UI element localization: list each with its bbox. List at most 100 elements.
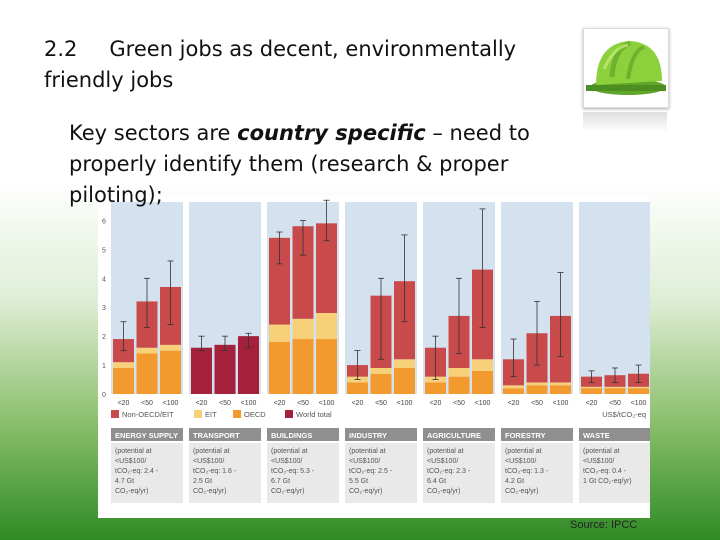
bar-segment-eit: [394, 359, 415, 368]
sector-name: INDUSTRY: [349, 431, 387, 440]
bar-segment-oecd: [472, 370, 493, 394]
sector-potential-text: 6.7 Gt: [271, 478, 290, 485]
bar-segment-oecd: [581, 388, 602, 394]
bar-segment-eit: [269, 324, 290, 342]
sector-potential-text: CO₂-eq/yr): [271, 488, 304, 495]
bar-segment-oecd: [503, 388, 524, 394]
x-tick-label: <100: [241, 400, 257, 407]
sector-potential-text: CO₂-eq/yr): [349, 488, 382, 495]
bullet-pre: Key sectors are: [69, 121, 238, 145]
unit-label: US$/tCO₂-eq: [602, 410, 646, 419]
sector-potential-text: (potential at: [271, 448, 308, 455]
bar-segment-oecd: [448, 376, 470, 394]
sector-column: [579, 202, 651, 394]
sector-name: ENERGY SUPPLY: [115, 431, 178, 440]
x-tick-label: <100: [397, 400, 413, 407]
sector-potential-text: 4.7 Gt: [115, 478, 134, 485]
bar-segment-oecd: [604, 388, 626, 394]
legend-label: World total: [296, 410, 332, 419]
bar-segment-eit: [526, 382, 548, 386]
bar-segment-oecd: [550, 385, 571, 394]
legend-swatch: [233, 410, 241, 418]
legend-label: OECD: [244, 410, 266, 419]
sector-potential-text: <US$100/: [349, 458, 380, 465]
bar-segment-oecd: [347, 382, 368, 394]
bar-segment-non-oecd: [316, 223, 337, 314]
legend-label: EIT: [205, 410, 217, 419]
title-number: 2.2: [44, 37, 78, 61]
x-tick-label: <50: [375, 400, 387, 407]
y-tick-label: 2: [102, 334, 106, 341]
bar-segment-eit: [472, 359, 493, 371]
x-tick-label: <100: [553, 400, 569, 407]
sector-potential-box: [579, 443, 651, 503]
sector-potential-box: [345, 443, 417, 503]
bar-segment-eit: [503, 385, 524, 389]
sector-potential-text: (potential at: [115, 448, 152, 455]
bar-segment-oecd: [292, 339, 314, 394]
x-tick-label: <50: [453, 400, 465, 407]
bar-segment-eit: [550, 382, 571, 386]
sector-potential-box: [501, 443, 573, 503]
x-tick-label: <100: [475, 400, 491, 407]
sector-header: [579, 428, 651, 441]
bar-segment-non-oecd: [292, 226, 314, 319]
legend-swatch: [194, 410, 202, 418]
sector-name: FORESTRY: [505, 431, 546, 440]
x-tick-label: <50: [531, 400, 543, 407]
x-tick-label: <20: [196, 400, 208, 407]
chart-svg: 0 1 2 3 4 5 6 <20 <50 <100 <20 <50 <100 <20 <50 <100 <2…: [102, 199, 651, 503]
sector-name: BUILDINGS: [271, 431, 312, 440]
sector-header: [111, 428, 183, 441]
sector-potential-text: CO₂-eq/yr): [115, 488, 148, 495]
sector-header: [501, 428, 573, 441]
y-tick-label: 3: [102, 305, 106, 312]
x-tick-label: <100: [319, 400, 335, 407]
sector-potential-text: tCO₂-eq: 1.6 -: [193, 468, 237, 475]
bar-segment-oecd: [113, 367, 134, 394]
bar-segment-eit: [292, 318, 314, 340]
sector-potential-text: <US$100/: [193, 458, 224, 465]
sector-potential-text: tCO₂-eq: 2.3 -: [427, 468, 471, 475]
x-tick-label: <20: [586, 400, 598, 407]
bar-segment-oecd: [136, 353, 158, 394]
sector-potential-text: <US$100/: [427, 458, 458, 465]
sector-potential-text: tCO₂-eq: 1.3 -: [505, 468, 549, 475]
sector-potential-text: 2.5 Gt: [193, 478, 212, 485]
legend-swatch: [111, 410, 119, 418]
bar-segment-eit: [448, 367, 470, 377]
bar-segment-oecd: [370, 373, 392, 394]
sector-potential-text: (potential at: [427, 448, 464, 455]
bar-segment-oecd: [269, 341, 290, 394]
bar-segment-eit: [316, 313, 337, 340]
sector-name: WASTE: [583, 431, 610, 440]
bar-segment-oecd: [316, 339, 337, 394]
bullet-emphasis: country specific: [237, 121, 426, 145]
bar-segment-eit: [113, 362, 134, 368]
bar-segment-oecd: [628, 388, 649, 394]
x-tick-label: <20: [508, 400, 520, 407]
sector-potential-text: (potential at: [583, 448, 620, 455]
helmet-reflection: [583, 112, 667, 132]
sector-potential-box: [423, 443, 495, 503]
bar-segment-oecd: [160, 350, 181, 394]
bar-segment-eit: [160, 344, 181, 351]
x-tick-label: <20: [118, 400, 130, 407]
bar-segment-world: [214, 344, 236, 394]
sector-header: [345, 428, 417, 441]
bar-segment-world: [238, 336, 259, 394]
x-tick-label: <50: [219, 400, 231, 407]
bar-segment-eit: [136, 347, 158, 354]
sector-header: [189, 428, 261, 441]
x-tick-label: <100: [163, 400, 179, 407]
sector-potential-box: [267, 443, 339, 503]
bar-segment-world: [191, 347, 212, 394]
x-tick-label: <20: [274, 400, 286, 407]
bar-segment-eit: [628, 386, 649, 389]
x-tick-label: <50: [141, 400, 153, 407]
x-tick-label: <50: [609, 400, 621, 407]
source-label: Source: IPCC: [570, 519, 638, 531]
sector-potential-text: (potential at: [349, 448, 386, 455]
title-text: Green jobs as decent, environmentally fr…: [44, 37, 517, 92]
sector-potential-text: <US$100/: [505, 458, 536, 465]
